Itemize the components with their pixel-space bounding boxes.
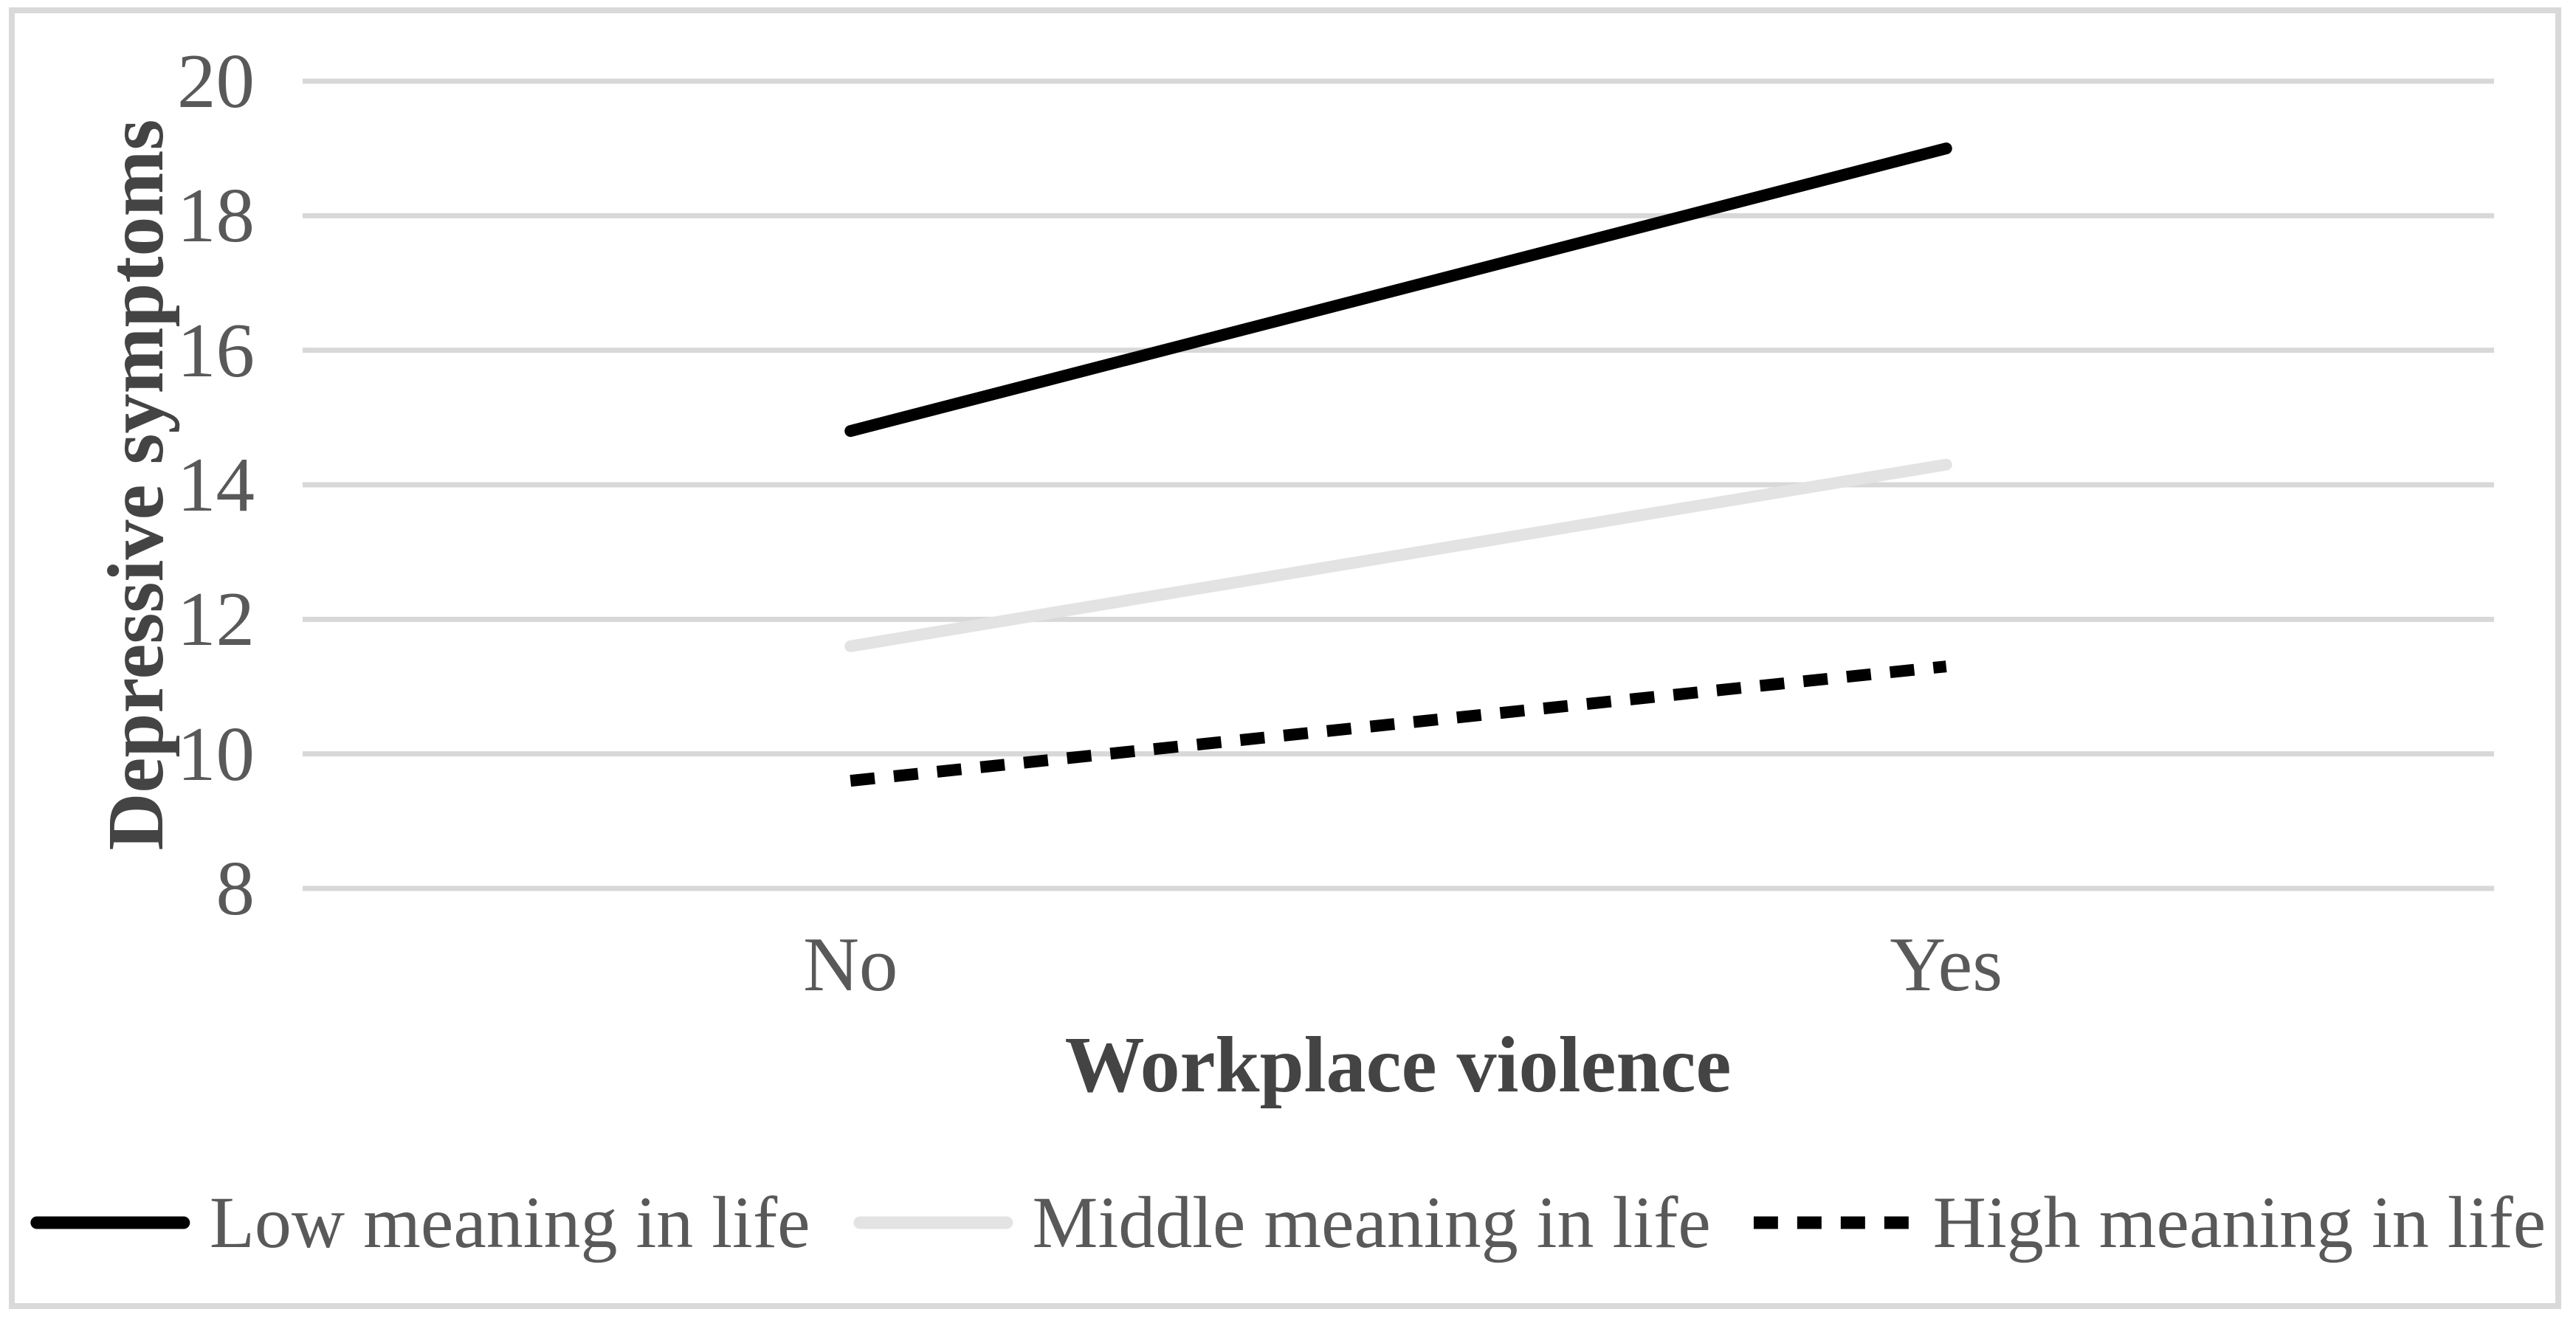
legend-label-high-meaning: High meaning in life	[1932, 1181, 2546, 1263]
legend-line-sample-low	[30, 1216, 190, 1229]
y-tick-label-8: 8	[216, 845, 255, 931]
chart-legend: Low meaning in life Middle meaning in li…	[30, 1175, 2546, 1271]
legend-label-middle-meaning: Middle meaning in life	[1032, 1181, 1711, 1263]
legend-entry-middle-meaning: Middle meaning in life	[853, 1175, 1711, 1271]
legend-entry-high-meaning: High meaning in life	[1753, 1175, 2546, 1271]
x-axis-title: Workplace violence	[1064, 1021, 1732, 1109]
y-tick-label-12: 12	[177, 576, 255, 663]
y-tick-label-20: 20	[177, 38, 255, 124]
legend-line-sample-high	[1753, 1216, 1914, 1229]
series-line-group	[844, 142, 1952, 787]
series-line-low-meaning-in-life	[844, 142, 1952, 438]
y-tick-label-10: 10	[177, 710, 255, 797]
x-category-label-yes: Yes	[1890, 921, 2003, 1007]
y-tick-label-16: 16	[177, 306, 255, 393]
gridline-group	[303, 78, 2494, 891]
y-tick-label-14: 14	[177, 441, 255, 528]
series-line-high-meaning-in-life	[850, 660, 1947, 787]
y-axis-title: Depressive symptoms	[92, 119, 180, 851]
series-line-middle-meaning-in-life	[844, 458, 1952, 652]
legend-entry-low-meaning: Low meaning in life	[30, 1175, 810, 1271]
y-tick-label-18: 18	[177, 172, 255, 259]
legend-line-sample-middle	[853, 1216, 1013, 1229]
legend-label-low-meaning: Low meaning in life	[209, 1181, 810, 1263]
x-category-label-no: No	[803, 921, 898, 1007]
